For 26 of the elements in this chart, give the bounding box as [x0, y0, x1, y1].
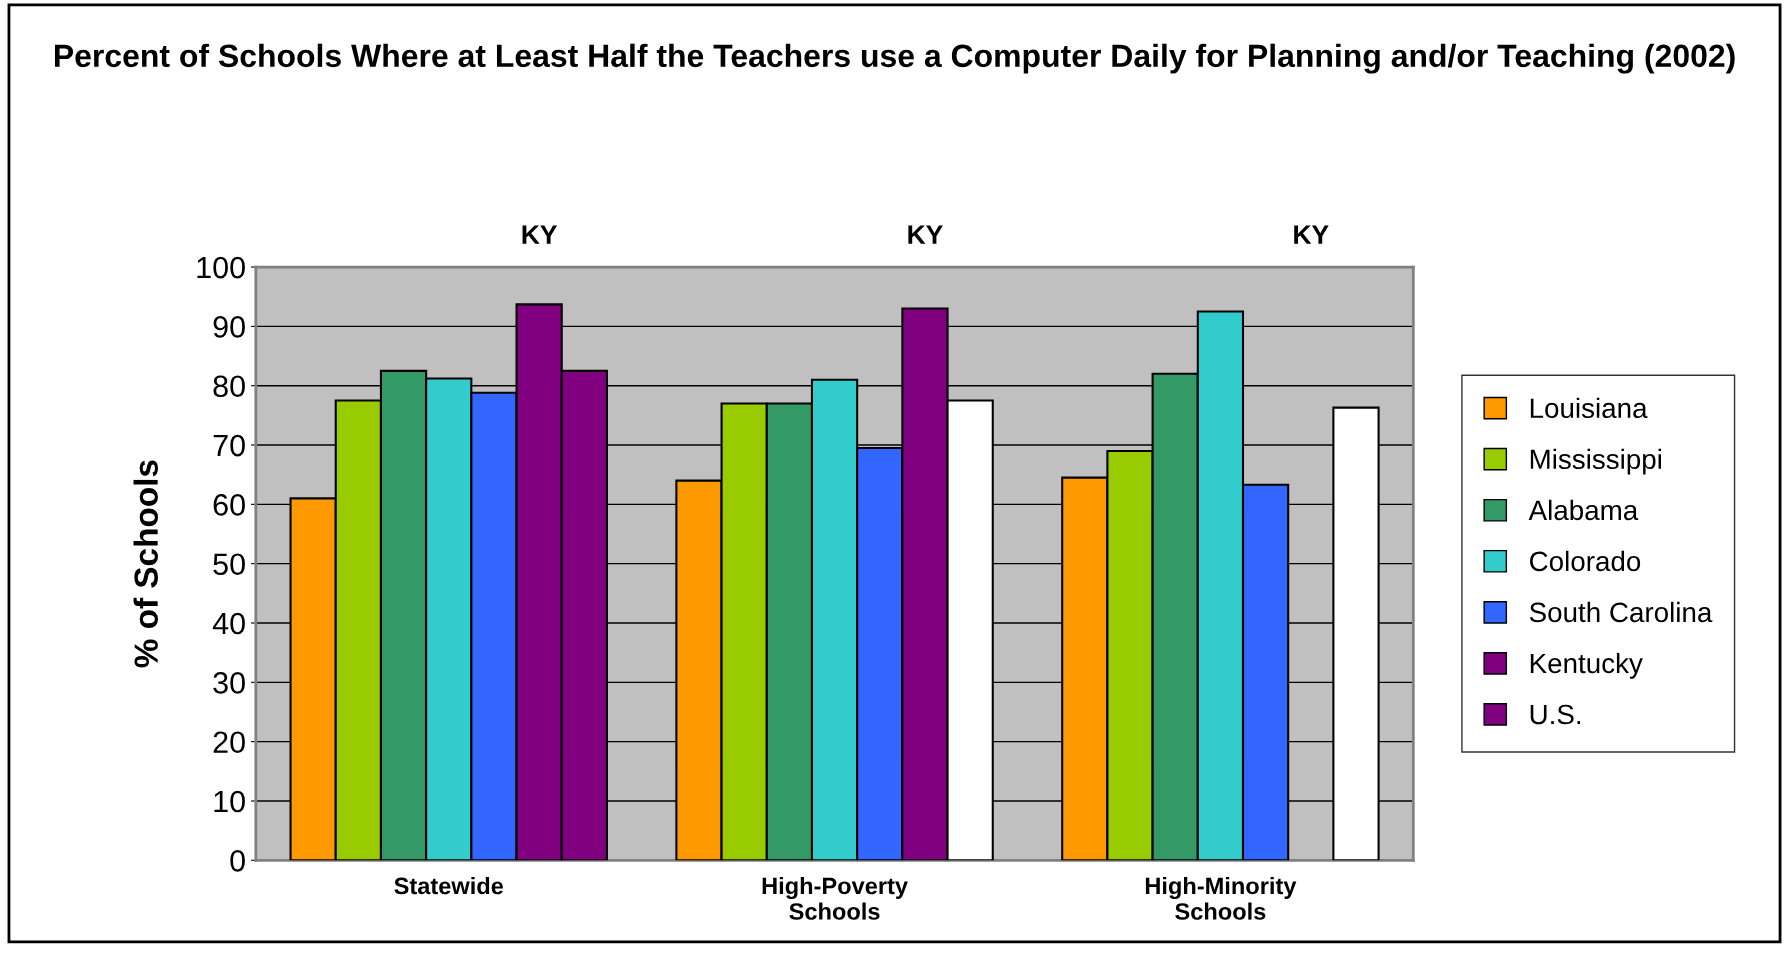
legend-label: Mississippi [1530, 448, 1661, 475]
legend-label: U.S. [1530, 704, 1581, 725]
y-tick-label: 50 [213, 553, 245, 576]
legend-label: Colorado [1530, 550, 1641, 572]
text: KY [908, 225, 943, 244]
x-tick-label: High-Poverty Schools [762, 876, 908, 920]
legend-label: Kentucky [1530, 652, 1643, 679]
text: KY [522, 225, 558, 244]
legend-label: Louisiana [1530, 397, 1648, 419]
y-tick-label: 0 [230, 850, 245, 872]
y-axis-title: % of Schools [133, 460, 158, 668]
y-tick-label: 60 [213, 494, 245, 516]
y-tick-label: 80 [213, 375, 245, 398]
legend-label: Alabama [1528, 499, 1639, 521]
y-tick-label: 20 [213, 731, 245, 754]
text: KY [1294, 225, 1329, 244]
x-tick-label: High-Minority Schools [1145, 876, 1297, 920]
y-tick-label: 100 [197, 256, 245, 279]
y-tick-label: 10 [214, 790, 245, 813]
y-tick-label: 70 [213, 434, 245, 457]
y-tick-label: 30 [213, 672, 245, 694]
y-tick-label: 90 [213, 316, 245, 338]
chart-title: Percent of Schools Where at Least Half the Teachers use a Computer Daily for Planning and/or Teaching (2002) [54, 43, 1735, 74]
x-tick-label: Statewide [394, 876, 504, 895]
legend-label: South Carolina [1529, 601, 1713, 623]
y-tick-label: 40 [212, 612, 245, 635]
